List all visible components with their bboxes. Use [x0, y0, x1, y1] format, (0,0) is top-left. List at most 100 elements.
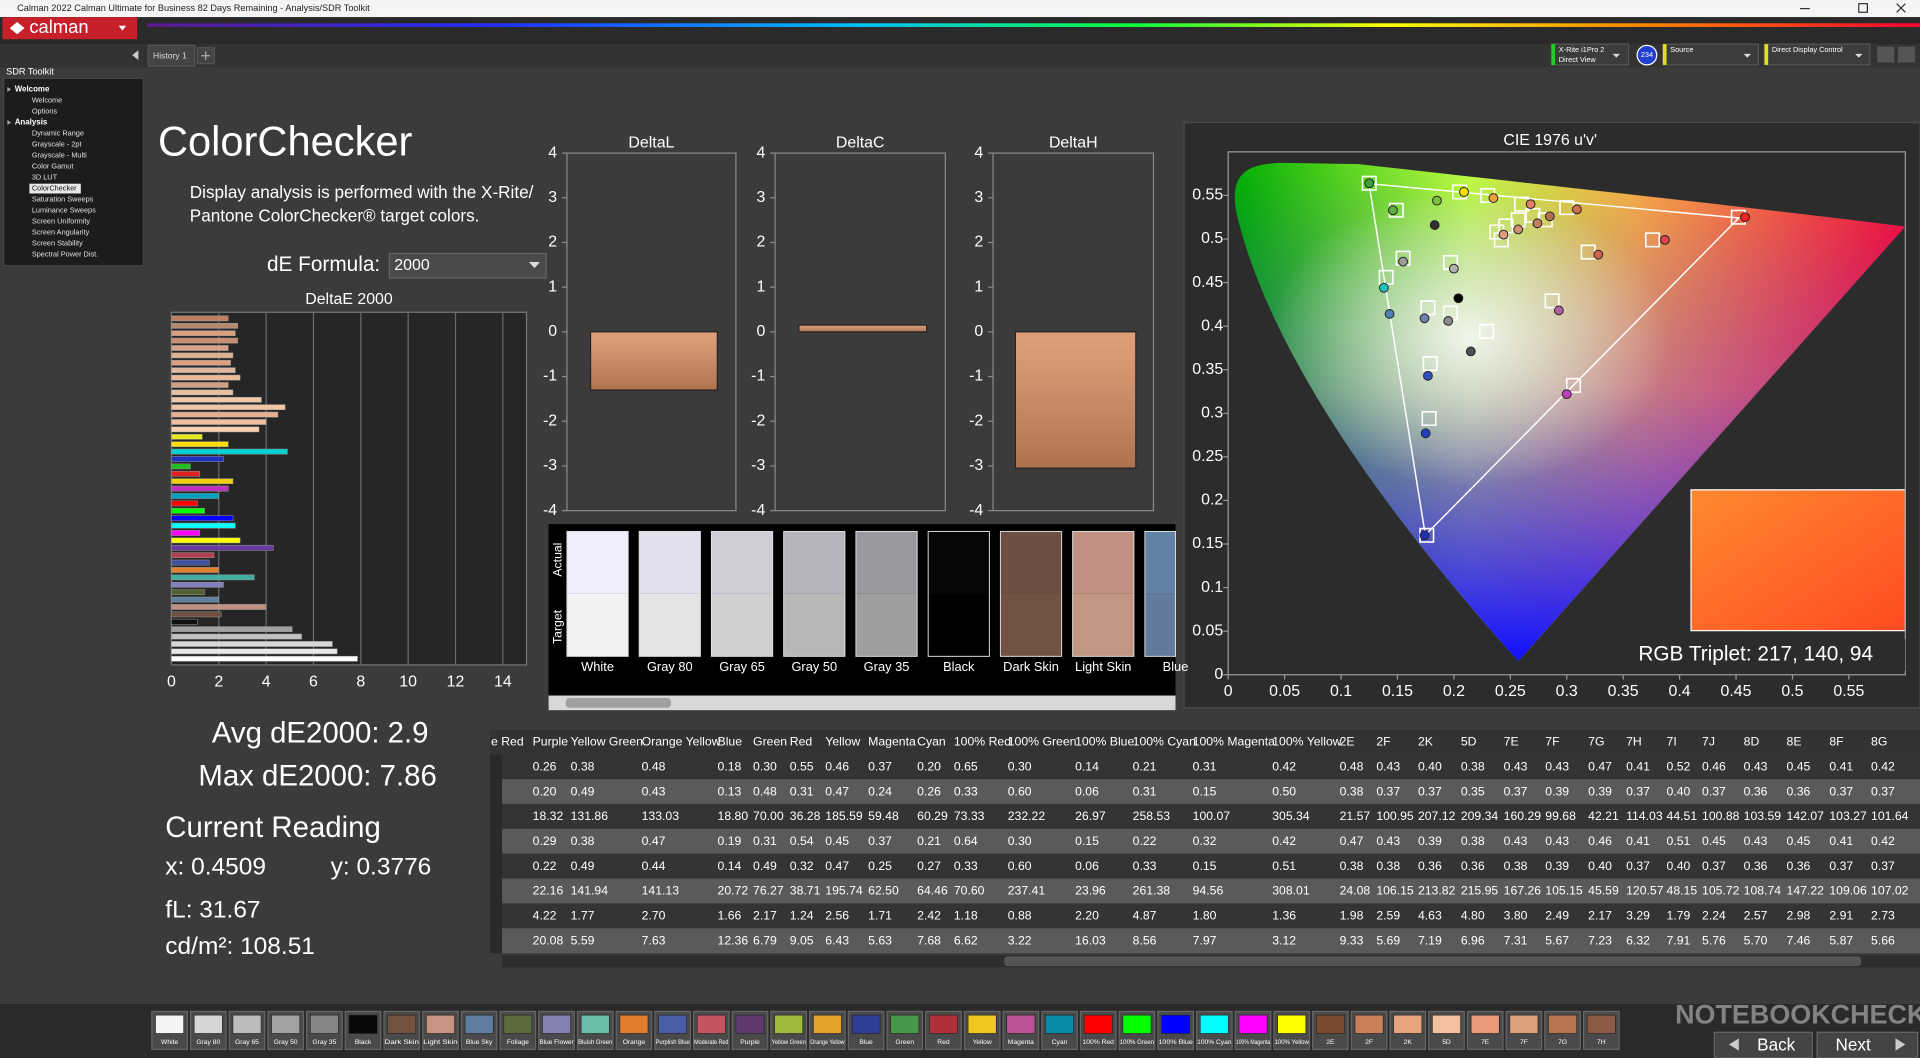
logo-icon — [9, 22, 25, 35]
patch-label: 100% Green — [1120, 1039, 1155, 1046]
watermark: NOTEBOOKCHECK — [1675, 999, 1920, 1029]
table-cell: 73.33 — [954, 809, 985, 823]
tree-item[interactable]: Saturation Sweeps — [32, 195, 94, 204]
logo-button[interactable] — [2, 17, 138, 40]
options-button[interactable] — [1897, 46, 1916, 63]
tree-item[interactable]: Screen Stability — [32, 239, 83, 248]
swatch-actual — [1000, 531, 1062, 594]
table-cell: 0.39 — [1545, 784, 1569, 798]
patch-color — [1470, 1014, 1500, 1034]
table-cell: 2.91 — [1829, 909, 1853, 923]
measured-point — [1398, 256, 1408, 267]
maximize-button[interactable] — [1858, 3, 1868, 13]
tree-item[interactable]: Spectral Power Dist. — [32, 250, 98, 259]
measured-point — [1593, 249, 1604, 260]
tree-item[interactable]: Options — [32, 106, 58, 115]
patch-label: Blue — [859, 1039, 873, 1046]
table-cell: 2.17 — [1588, 909, 1612, 923]
y-tick-label: 1 — [756, 278, 765, 295]
table-cell: 0.38 — [1340, 859, 1364, 873]
patch-color — [1509, 1014, 1539, 1034]
patch-label: 100% Blue — [1158, 1039, 1193, 1046]
patch-label: Orange Yellow — [810, 1039, 844, 1046]
swatch-target — [1000, 593, 1062, 657]
gamut-triangle — [1368, 182, 1741, 537]
collapse-arrow[interactable] — [132, 50, 139, 61]
tree-item[interactable]: 3D LUT — [32, 173, 58, 182]
table-row-header — [489, 779, 503, 805]
close-button[interactable] — [1896, 3, 1906, 13]
settings-button[interactable] — [1877, 46, 1895, 63]
bar-shade — [590, 331, 718, 391]
y-tick-label: 2 — [548, 234, 557, 251]
table-cell: 133.03 — [642, 809, 680, 823]
table-cell: 0.19 — [718, 834, 742, 848]
badge[interactable] — [1636, 44, 1658, 66]
patch-color — [542, 1014, 571, 1034]
bar — [171, 500, 198, 507]
table-cell: 6.32 — [1626, 933, 1650, 947]
table-cell: 2.17 — [753, 909, 777, 923]
bar — [171, 374, 241, 381]
chart-title: DeltaE 2000 — [305, 291, 393, 308]
tree-item[interactable]: Screen Uniformity — [32, 217, 91, 226]
dropdown-arrow — [1612, 53, 1620, 58]
measured-point — [1388, 205, 1398, 216]
x-tick-label: 12 — [447, 673, 465, 690]
table-cell: 0.26 — [533, 759, 557, 773]
swatch-border — [710, 530, 774, 657]
swatch-scroll-thumb[interactable] — [565, 697, 672, 708]
table-cell: 5.67 — [1545, 933, 1569, 947]
measured-point — [1429, 220, 1440, 230]
x-tick-label: 0.5 — [1781, 683, 1803, 700]
tree-section[interactable]: Welcome — [15, 85, 50, 94]
dropdown-arrow — [1855, 53, 1863, 58]
swatch-actual — [783, 531, 845, 594]
swatch-actual — [928, 531, 990, 594]
swatch-border — [638, 530, 701, 657]
back-button[interactable] — [1713, 1031, 1813, 1058]
bar — [171, 641, 333, 647]
bar — [171, 530, 201, 536]
tree-item[interactable]: ColorChecker — [32, 184, 77, 193]
patch-label: 100% Magenta — [1236, 1039, 1270, 1046]
table-cell: 114.03 — [1626, 809, 1663, 823]
measured-point — [1561, 389, 1572, 400]
table-cell: 0.38 — [1461, 759, 1485, 773]
badge-label: 234 — [1641, 50, 1653, 59]
table-cell: 0.47 — [642, 834, 666, 848]
patch-label: Blue Sky — [466, 1039, 493, 1046]
tree-item[interactable]: Grayscale - Multi — [32, 150, 87, 159]
tree-item[interactable]: Welcome — [32, 95, 62, 104]
patch-label: Gray 35 — [312, 1039, 336, 1046]
table-cell: 0.42 — [1272, 759, 1296, 773]
tree-section[interactable]: Analysis — [15, 118, 48, 127]
table-cell: 0.37 — [1626, 859, 1650, 873]
y-tick-label: -3 — [543, 457, 557, 474]
table-cell: 21.57 — [1340, 809, 1371, 823]
swatch-scrollbar[interactable] — [548, 695, 1176, 711]
table-row-bg — [502, 754, 1920, 780]
y-tick-label: 0.05 — [1192, 622, 1223, 639]
reading-text: Current Reading — [165, 811, 381, 844]
target-point — [1544, 293, 1560, 309]
x-tick-label: 0.25 — [1495, 683, 1526, 700]
history-tab[interactable] — [147, 44, 196, 67]
swatch-actual — [639, 531, 701, 594]
formula-dropdown[interactable] — [388, 252, 547, 279]
table-cell: 7.63 — [642, 933, 666, 947]
zoom-inset — [1690, 489, 1906, 632]
table-scroll-thumb[interactable] — [1004, 956, 1862, 967]
tree-item[interactable]: Grayscale - 2pt — [32, 139, 82, 148]
swatch-label: Gray 65 — [719, 659, 765, 674]
tree-item[interactable]: Color Gamut — [32, 161, 74, 170]
tree-item[interactable]: Luminance Sweeps — [32, 206, 96, 215]
tree-item[interactable]: Dynamic Range — [32, 128, 84, 137]
table-cell: 1.36 — [1272, 909, 1296, 923]
swatch-row-label: Actual — [551, 543, 565, 577]
bar — [171, 493, 220, 499]
patch-color — [348, 1014, 378, 1034]
tree-item[interactable]: Screen Angularity — [32, 228, 90, 237]
patch-color — [1006, 1014, 1036, 1034]
